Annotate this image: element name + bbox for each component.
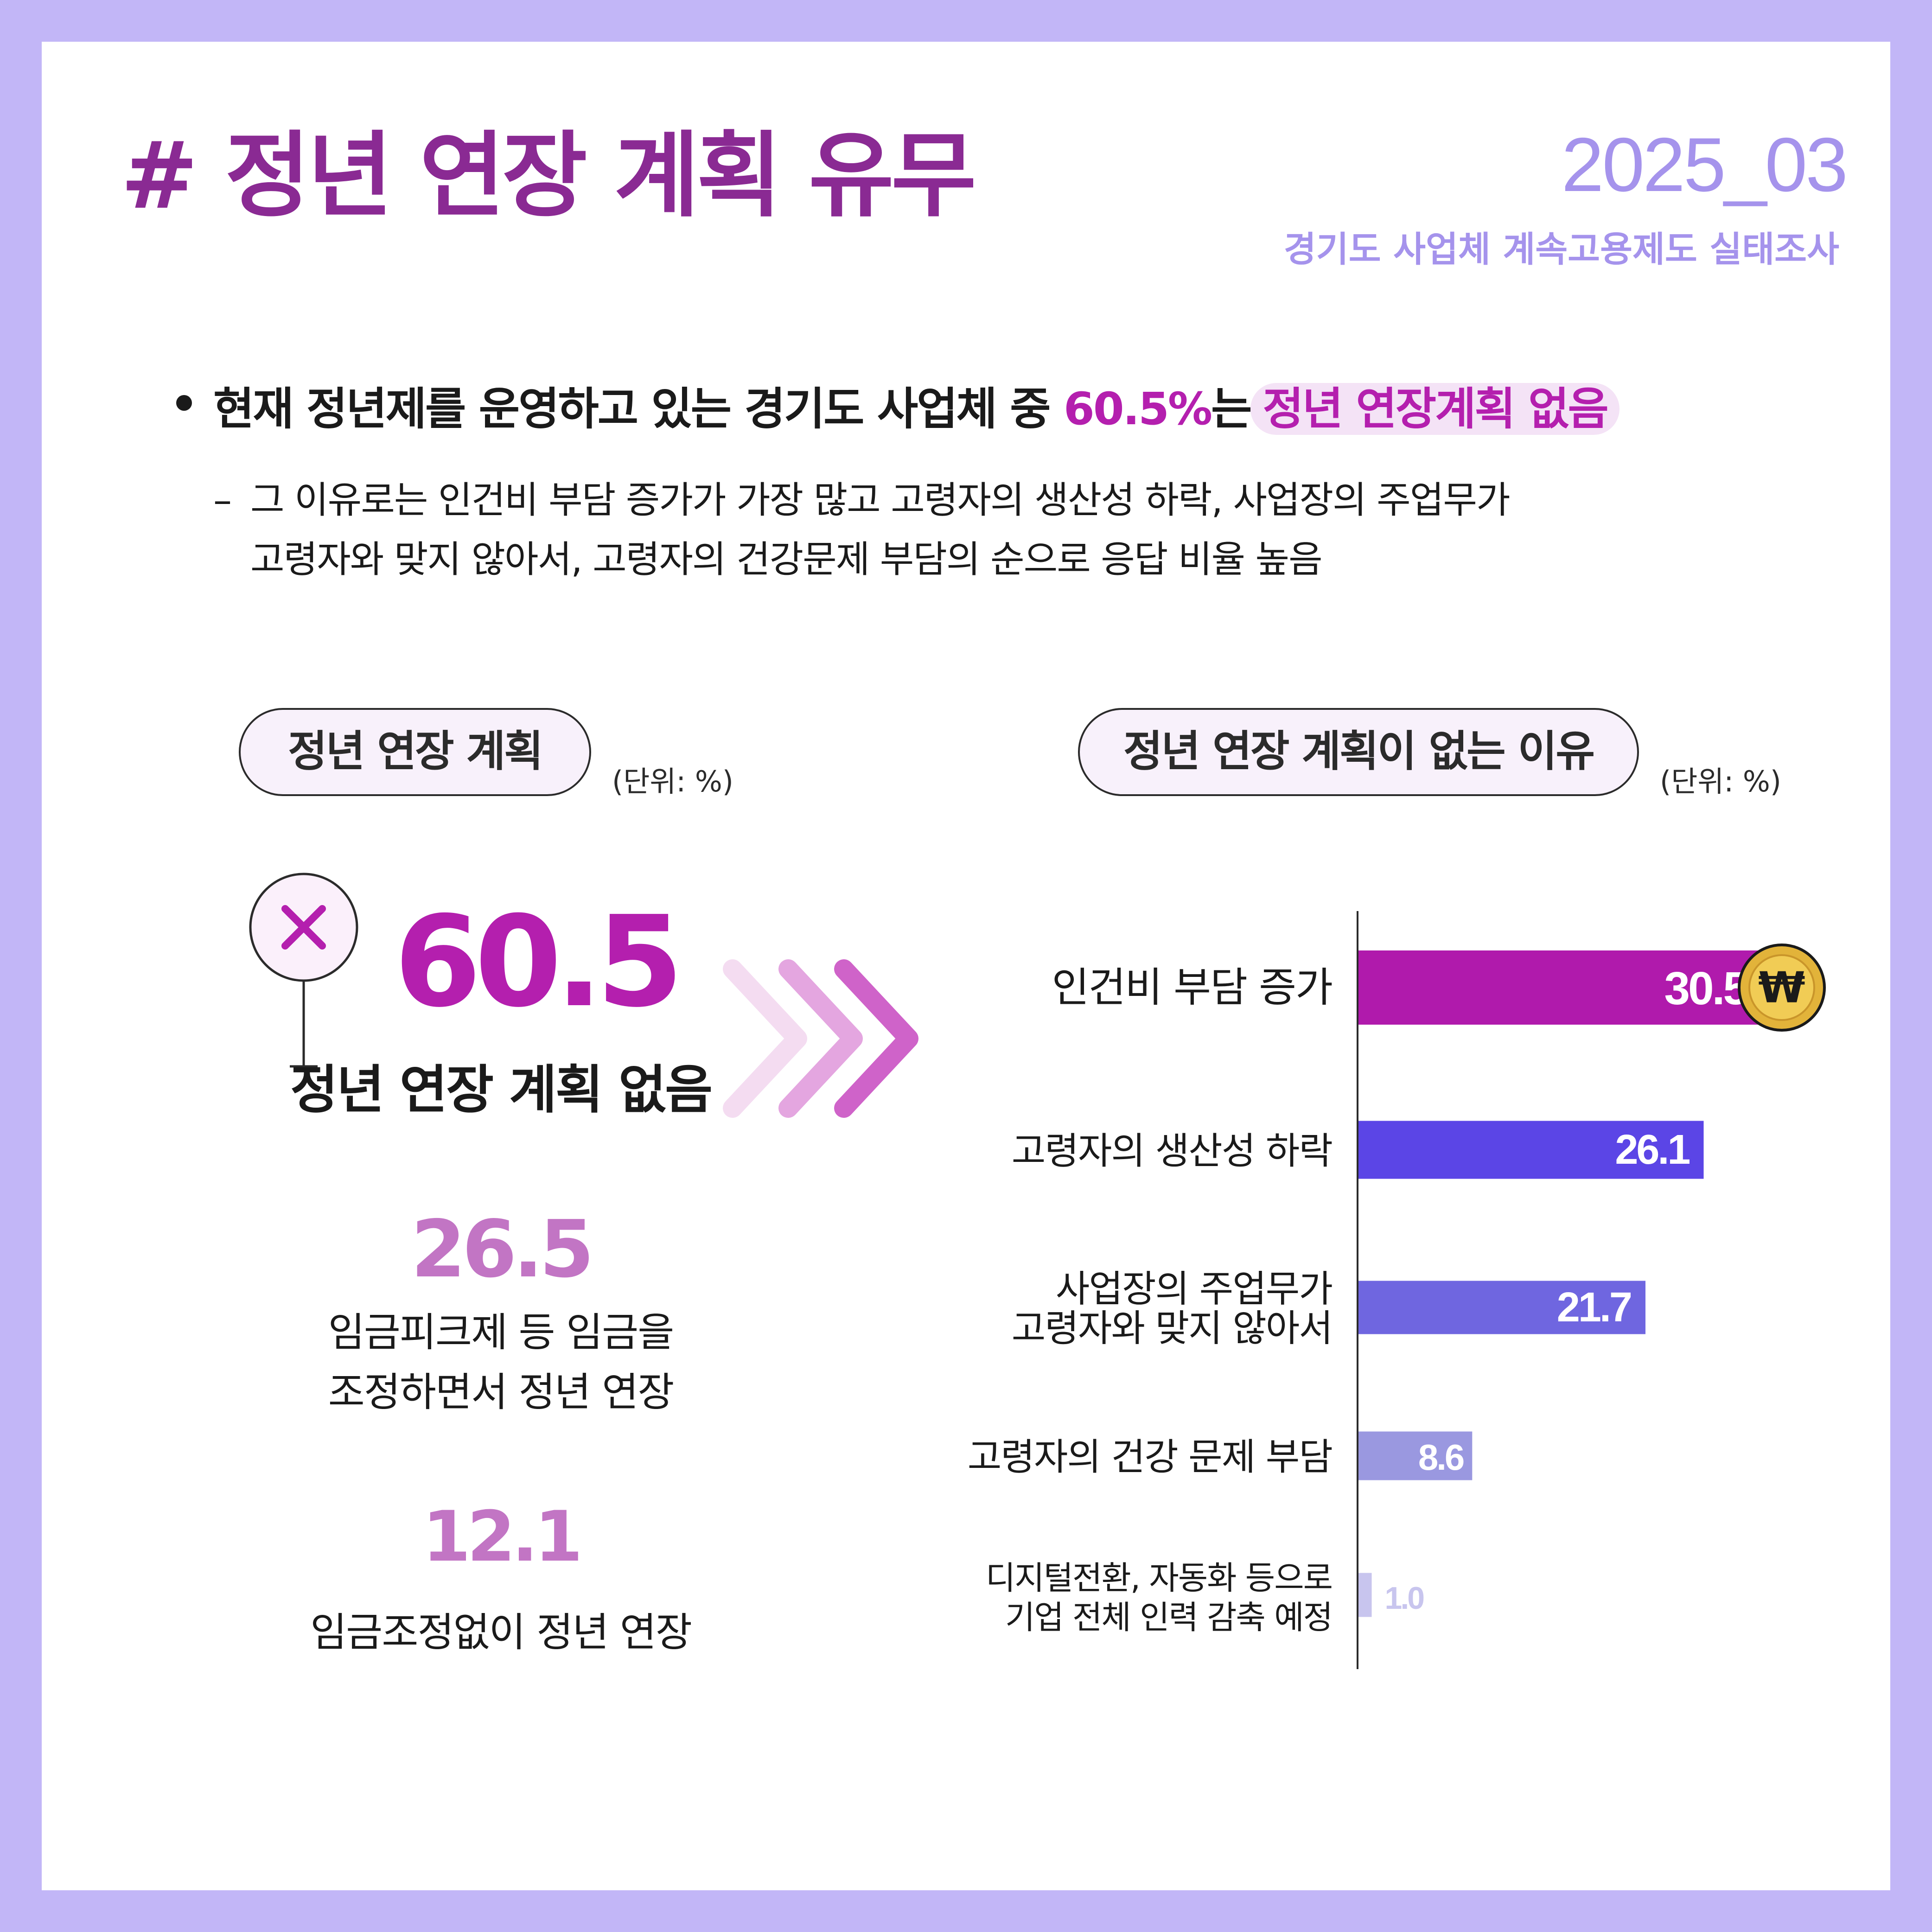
no-plan-value: 60.5 [394,889,683,1035]
summary-highlight: 정년 연장계획 없음 [1250,383,1620,435]
summary-percent: 60.5% [1064,383,1212,435]
summary-main: 현재 정년제를 운영하고 있는 경기도 사업체 중 60.5%는 정년 연장계획 … [213,380,1620,438]
bar-4 [1358,1573,1372,1617]
wage-peak-value: 26.5 [411,1204,594,1295]
bar-value-label-2: 21.7 [1557,1284,1631,1331]
wage-peak-label-line1: 임금피크제 등 임금을 [328,1309,675,1356]
category-label-0-0: 인건비 부담 증가 [1052,963,1332,1011]
x-mark-pin-icon [249,873,358,1068]
card: # 정년 연장 계획 유무 2025_03 경기도 사업체 계속고용제도 실태조… [42,42,1890,1890]
category-label-4-0: 디지털전환, 자동화 등으로 [986,1559,1332,1597]
survey-source: 경기도 사업체 계속고용제도 실태조사 [1283,229,1839,270]
no-adjust-value: 12.1 [422,1497,583,1577]
summary-prefix: 현재 정년제를 운영하고 있는 경기도 사업체 중 [213,383,1064,435]
bar-value-label-1: 26.1 [1615,1127,1690,1173]
bar-value-label-4: 1.0 [1385,1581,1424,1616]
bar-0 [1358,950,1762,1025]
category-label-1-0: 고령자의 생산성 하락 [1012,1129,1332,1173]
no-plan-label: 정년 연장 계획 없음 [290,1060,713,1120]
bar-value-label-0: 30.5 [1664,963,1747,1014]
report-date: 2025_03 [1561,122,1848,207]
detail-dash: – [213,478,232,522]
left-panel-title: 정년 연장 계획 [239,708,591,796]
right-unit: (단위: %) [1660,765,1781,798]
bullet-dot [176,395,192,411]
triple-chevron-icon [723,959,918,1118]
won-coin-inner [1748,954,1815,1021]
wage-peak-label-line2: 조정하면서 정년 연장 [328,1369,675,1416]
category-label-2-0: 사업장의 주업무가 [1056,1268,1333,1311]
category-label-3-0: 고령자의 건강 문제 부담 [968,1435,1332,1479]
detail-line-2: 고령자와 맞지 않아서, 고령자의 건강문제 부담의 순으로 응답 비율 높음 [250,538,1323,581]
summary-detail: 그 이유로는 인건비 부담 증가가 가장 많고 고령자의 생산성 하락, 사업장… [250,471,1511,589]
category-label-4-1: 기업 전체 인력 감축 예정 [1005,1599,1332,1637]
wage-peak-label: 임금피크제 등 임금을 조정하면서 정년 연장 [255,1303,746,1422]
left-unit: (단위: %) [612,765,733,798]
bar-3 [1358,1431,1473,1480]
summary-mid: 는 [1211,383,1252,435]
bar-1 [1358,1121,1704,1179]
category-label-2-1: 고령자와 맞지 않아서 [1012,1307,1332,1350]
won-symbol: ₩ [1758,963,1805,1013]
bar-value-label-3: 8.6 [1418,1437,1464,1478]
detail-line-1: 그 이유로는 인건비 부담 증가가 가장 많고 고령자의 생산성 하락, 사업장… [250,478,1511,522]
bar-2 [1358,1281,1645,1334]
page-title: # 정년 연장 계획 유무 [121,122,976,230]
no-adjust-label: 임금조정없이 정년 연장 [310,1609,692,1656]
right-panel-title: 정년 연장 계획이 없는 이유 [1078,708,1639,796]
reason-bar-chart: 30.5 인건비 부담 증가 26.1 고령자의 생산성 하락 21.7 사업장의 주업무… [968,911,1826,1669]
